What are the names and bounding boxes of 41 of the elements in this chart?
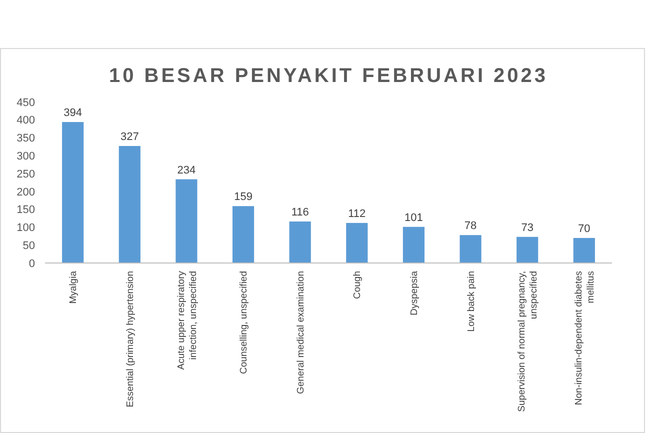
bar <box>402 226 425 263</box>
chart-title: 10 BESAR PENYAKIT FEBRUARI 2023 <box>108 65 548 87</box>
x-tick-label: Cough <box>352 271 364 299</box>
y-tick-label: 250 <box>16 168 35 180</box>
bar <box>289 222 311 263</box>
x-tick-label: Essential (primary) hypertension <box>124 271 136 408</box>
y-tick-label: 450 <box>16 96 35 109</box>
y-tick-label: 200 <box>16 186 35 198</box>
x-tick-label: General medical examination <box>295 271 306 394</box>
y-tick-label: 300 <box>16 150 35 163</box>
bar <box>460 235 482 263</box>
data-label: 70 <box>578 222 590 235</box>
data-label: 394 <box>64 107 82 120</box>
x-tick-label: Counselling, unspecified <box>238 271 250 374</box>
x-tick-label: Non-insulin-dependent diabetes mellitus <box>573 270 596 406</box>
y-tick-label: 350 <box>16 132 35 145</box>
x-tick-label: Myalgia <box>68 270 80 304</box>
x-tick-label: Low back pain <box>466 271 477 332</box>
bar <box>573 238 595 263</box>
data-label: 73 <box>521 222 534 234</box>
x-tick-label: Supervision of normal pregnancy, unspecified <box>516 271 540 412</box>
bar <box>516 236 538 263</box>
y-tick-label: 0 <box>28 258 35 270</box>
data-label: 116 <box>291 206 309 218</box>
bar <box>176 179 198 263</box>
bar <box>346 222 368 263</box>
bar <box>62 122 84 263</box>
y-tick-label: 150 <box>16 204 35 216</box>
data-label: 234 <box>177 164 196 176</box>
bar <box>232 206 254 263</box>
data-label: 327 <box>120 131 139 144</box>
y-tick-label: 400 <box>16 114 35 127</box>
bar <box>118 146 140 263</box>
x-tick-label: Acute upper respiratory infection, unspecified <box>176 270 199 370</box>
y-tick-label: 100 <box>16 222 35 234</box>
y-tick-label: 50 <box>22 240 35 252</box>
data-label: 101 <box>404 212 423 224</box>
data-label: 78 <box>464 220 477 232</box>
data-label: 112 <box>348 208 366 220</box>
data-label: 159 <box>234 191 252 204</box>
x-tick-label: Dyspepsia <box>409 270 420 316</box>
